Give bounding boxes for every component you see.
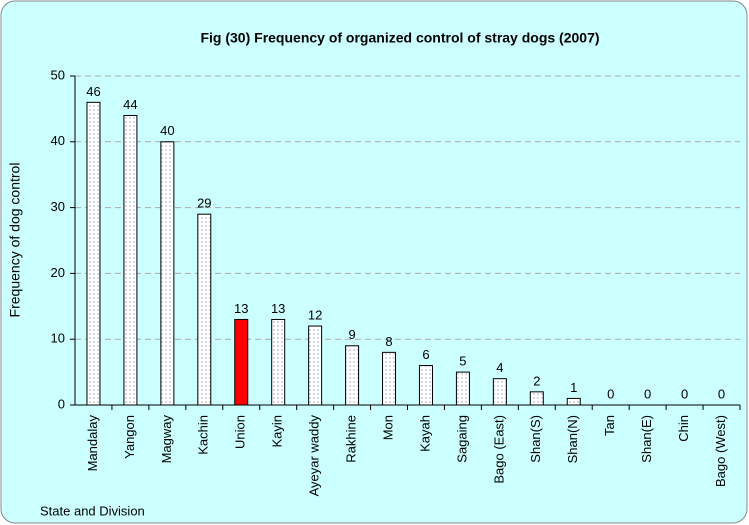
data-label: 44 [123, 97, 137, 112]
data-label: 13 [271, 301, 285, 316]
data-label: 0 [644, 386, 651, 401]
x-tick-label: Kayin [270, 415, 285, 448]
y-axis-label: Frequency of dog control [7, 163, 23, 318]
x-tick-label: Kachin [196, 415, 211, 455]
y-tick-label: 10 [51, 331, 65, 346]
x-tick-label: Mon [380, 415, 395, 440]
y-tick-label: 30 [51, 199, 65, 214]
bar [86, 101, 101, 406]
x-tick-label: Shan(E) [639, 415, 654, 463]
data-label: 46 [86, 84, 100, 99]
bar [160, 141, 175, 406]
bar [345, 345, 360, 406]
bar [308, 325, 323, 406]
x-tick-label: Chin [676, 415, 691, 442]
bar [234, 318, 249, 406]
bar [271, 318, 286, 406]
x-tick-label: Shan(S) [528, 415, 543, 463]
data-label: 0 [607, 386, 614, 401]
x-tick-label: Tan [602, 415, 617, 436]
bar [492, 378, 507, 406]
bar [418, 365, 433, 406]
data-label: 0 [681, 386, 688, 401]
bar [566, 397, 581, 406]
x-tick-label: Bago (West) [713, 415, 728, 487]
x-tick-label: Bago (East) [491, 415, 506, 484]
data-label: 29 [197, 196, 211, 211]
x-tick-label: Yangon [122, 415, 137, 459]
data-label: 5 [459, 354, 466, 369]
data-label: 9 [348, 327, 355, 342]
y-tick-label: 20 [51, 265, 65, 280]
x-tick-label: Union [233, 415, 248, 449]
data-label: 6 [422, 347, 429, 362]
data-label: 12 [308, 307, 322, 322]
x-tick-label: Sagaing [454, 415, 469, 463]
bar [382, 351, 397, 406]
data-label: 0 [718, 386, 725, 401]
x-axis-label: State and Division [40, 503, 145, 518]
bar [197, 213, 212, 406]
chart-title: Fig (30) Frequency of organized control … [200, 30, 599, 46]
x-tick-label: Rakhine [344, 415, 359, 463]
data-label: 2 [533, 373, 540, 388]
y-tick-label: 0 [58, 396, 65, 411]
x-tick-label: Kayah [417, 415, 432, 452]
data-label: 13 [234, 301, 248, 316]
x-tick-label: Ayeyar waddy [307, 415, 322, 497]
bar [529, 391, 544, 406]
x-tick-label: Mandalay [85, 415, 100, 472]
y-tick-label: 50 [51, 67, 65, 82]
data-label: 4 [496, 360, 503, 375]
x-tick-label: Magway [159, 415, 174, 464]
data-label: 8 [385, 334, 392, 349]
bar [455, 371, 470, 406]
x-tick-label: Shan(N) [565, 415, 580, 463]
bar [123, 114, 138, 406]
y-tick-label: 40 [51, 133, 65, 148]
data-label: 40 [160, 123, 174, 138]
data-label: 1 [570, 380, 577, 395]
